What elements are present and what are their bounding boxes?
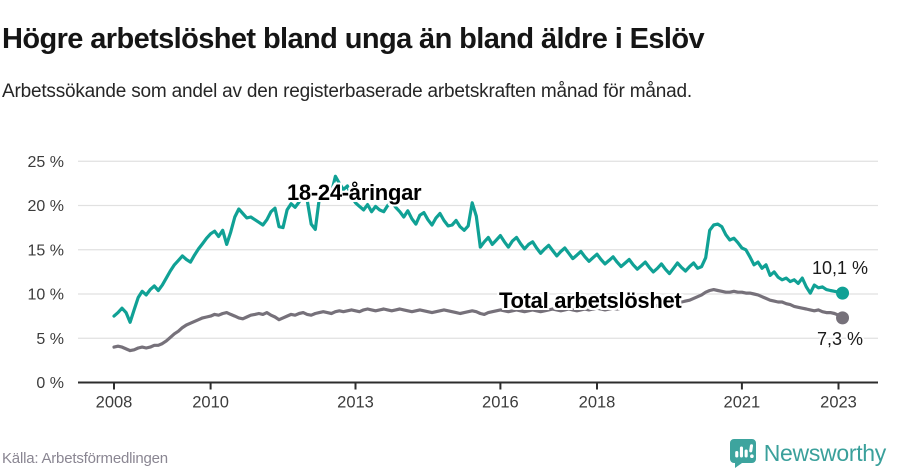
end-dot-total	[836, 311, 850, 325]
x-tick-label: 2010	[192, 394, 229, 412]
y-tick-label: 15 %	[28, 242, 64, 259]
newsworthy-bar-chart-bubble-icon	[729, 439, 756, 468]
y-tick-label: 20 %	[28, 198, 64, 215]
line-youth	[112, 174, 845, 324]
brand-name: Newsworthy	[763, 439, 887, 466]
line-chart: 0 % 5 % 10 % 15 % 20 % 25 % 2008 2010 2013 2016 20…	[28, 154, 878, 412]
page-title: Högre arbetslöshet bland unga än bland ä…	[2, 23, 705, 56]
chart-subtitle: Arbetssökande som andel av den registerb…	[2, 81, 692, 102]
x-tick-label: 2013	[337, 394, 374, 412]
x-tick-label: 2016	[482, 394, 519, 412]
x-tick-label: 2023	[820, 394, 857, 412]
end-value-youth: 10,1 %	[812, 258, 869, 278]
brand-lockup[interactable]: Newsworthy	[729, 438, 886, 468]
source-attribution: Källa: Arbetsförmedlingen	[2, 450, 168, 467]
line-total	[112, 288, 845, 353]
end-dot-youth	[836, 286, 850, 300]
y-tick-label: 0 %	[36, 375, 64, 392]
series-label-youth: 18-24-åringar	[287, 180, 422, 205]
end-value-total: 7,3 %	[817, 329, 864, 349]
series-label-total: Total arbetslöshet	[499, 288, 682, 313]
y-tick-label: 25 %	[28, 154, 64, 171]
x-tick-label: 2021	[724, 394, 761, 412]
y-tick-label: 5 %	[36, 331, 64, 348]
x-tick-label: 2018	[579, 394, 616, 412]
y-tick-label: 10 %	[28, 287, 64, 304]
x-tick-label: 2008	[96, 394, 133, 412]
